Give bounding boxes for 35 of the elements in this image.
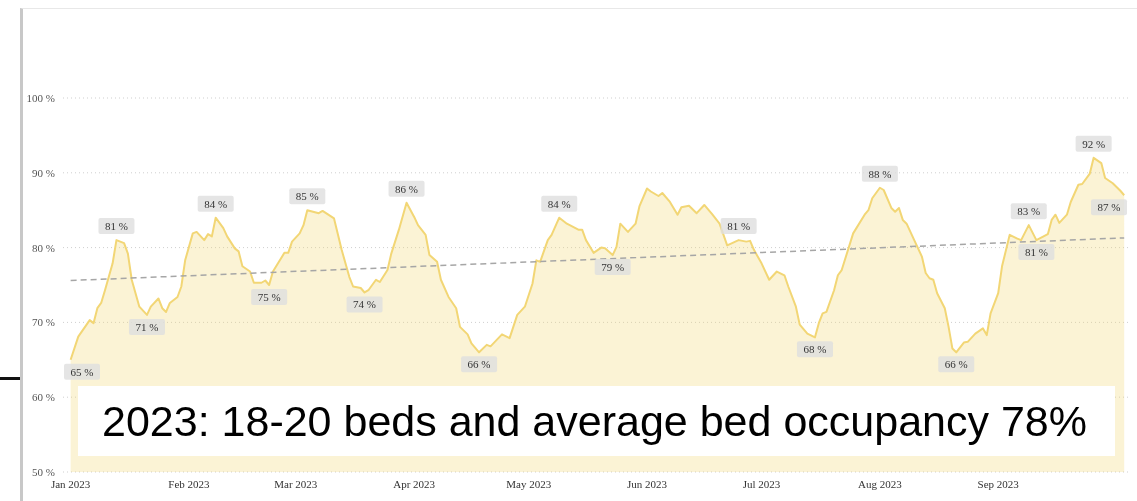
x-tick-label: Aug 2023 (858, 477, 903, 490)
x-tick-label: May 2023 (506, 477, 552, 490)
annotation: 2023: 18-20 beds and average bed occupancy 78% (102, 396, 1088, 447)
data-label: 68 % (803, 343, 827, 356)
y-tick-label: 60 % (32, 391, 55, 404)
data-label: 88 % (868, 167, 892, 180)
data-label: 81 % (727, 220, 751, 233)
data-label: 86 % (395, 182, 419, 195)
x-tick-label: Sep 2023 (977, 477, 1020, 490)
data-label: 66 % (467, 358, 491, 371)
data-label: 74 % (353, 298, 377, 311)
y-tick-label: 90 % (32, 166, 55, 179)
data-label: 92 % (1082, 137, 1106, 150)
x-tick-label: Feb 2023 (168, 477, 211, 490)
data-label: 81 % (1024, 246, 1048, 259)
data-label: 65 % (70, 365, 94, 378)
x-tick-label: Jun 2023 (627, 477, 668, 490)
data-label: 83 % (1017, 205, 1041, 218)
data-label: 84 % (547, 197, 571, 210)
x-tick-label: Mar 2023 (274, 477, 318, 490)
data-label: 79 % (601, 261, 625, 274)
data-label: 66 % (944, 358, 968, 371)
y-tick-label: 50 % (32, 466, 55, 478)
x-tick-label: Jan 2023 (50, 477, 91, 490)
data-label: 85 % (295, 190, 319, 203)
data-label: 84 % (204, 197, 228, 210)
data-label: 71 % (135, 320, 159, 333)
x-tick-label: Apr 2023 (393, 477, 436, 490)
x-tick-label: Jul 2023 (742, 477, 781, 490)
data-label: 81 % (104, 220, 128, 233)
y-tick-label: 80 % (32, 241, 55, 254)
data-label: 87 % (1097, 201, 1121, 214)
y-tick-label: 70 % (32, 316, 55, 329)
data-label: 75 % (257, 291, 281, 303)
y-tick-label: 100 % (26, 92, 55, 104)
